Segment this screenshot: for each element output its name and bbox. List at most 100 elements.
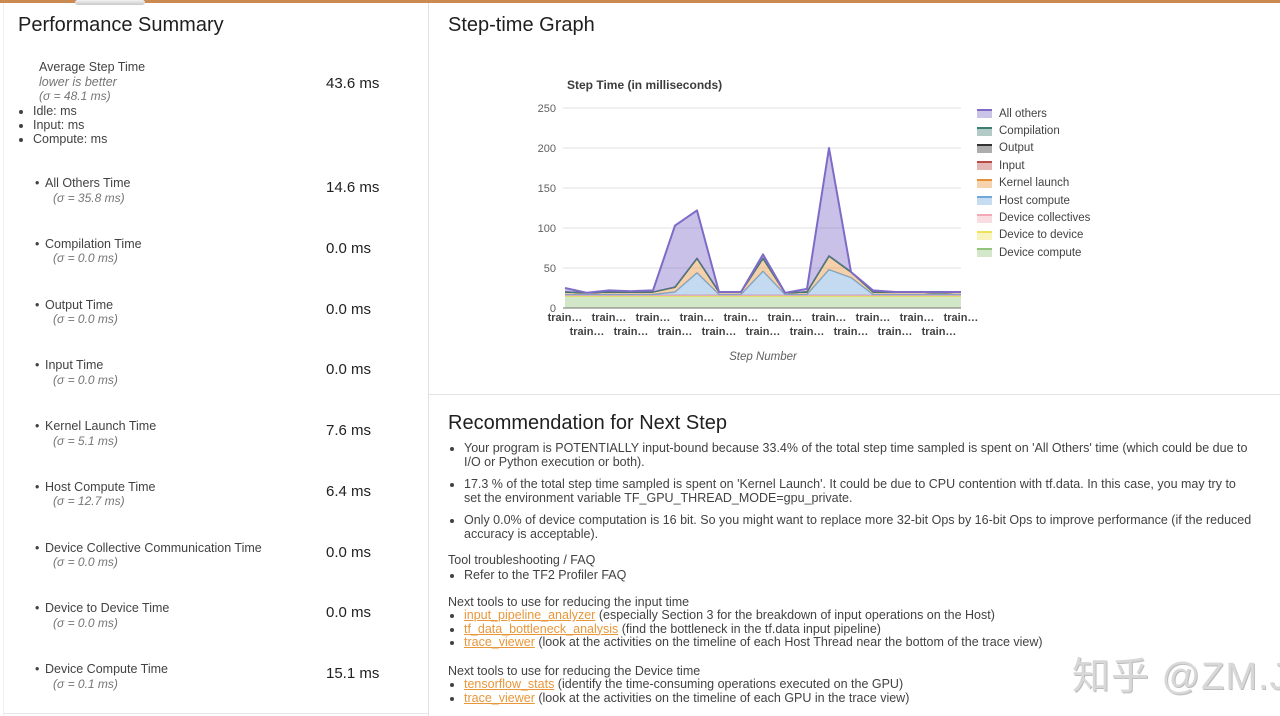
- svg-text:200: 200: [538, 143, 556, 155]
- faq-item: Refer to the TF2 Profiler FAQ: [464, 568, 1254, 582]
- svg-text:train…: train…: [636, 312, 671, 324]
- metric-sigma: (σ = 0.0 ms): [53, 251, 118, 266]
- zhihu-watermark: 知乎 @ZM.J: [1072, 656, 1280, 698]
- average-breakdown-list: Idle: msInput: msCompute: ms: [0, 104, 428, 147]
- legend-entry-all-others: All others: [977, 105, 1090, 122]
- metric-sigma: (σ = 0.0 ms): [53, 372, 118, 387]
- metric-label: Kernel Launch Time: [35, 419, 428, 434]
- svg-text:train…: train…: [702, 326, 737, 338]
- svg-text:150: 150: [538, 183, 556, 195]
- metric-label: Input Time: [35, 358, 428, 373]
- recommendation-bullets: Your program is POTENTIALLY input-bound …: [448, 441, 1254, 541]
- metric-row: Kernel Launch Time(σ = 5.1 ms) 7.6 ms: [0, 419, 428, 449]
- device-tool-desc: (look at the activities on the timeline …: [534, 690, 910, 705]
- metric-value: 0.0 ms: [326, 361, 372, 379]
- chart-legend: All others Compilation Output Input Kernel l…: [977, 105, 1090, 262]
- svg-text:train…: train…: [746, 326, 781, 338]
- input-tool-item: trace_viewer (look at the activities on …: [464, 635, 1254, 650]
- metric-sigma: (σ = 35.8 ms): [53, 190, 125, 205]
- legend-swatch-icon: [977, 126, 992, 136]
- legend-entry-output: Output: [977, 140, 1090, 157]
- average-breakdown-item: Input: ms: [33, 118, 428, 132]
- svg-text:train…: train…: [834, 326, 869, 338]
- metric-value: 6.4 ms: [326, 482, 372, 500]
- tf-data-bottleneck-analysis-link[interactable]: tf_data_bottleneck_analysis: [464, 621, 619, 636]
- svg-text:50: 50: [544, 263, 556, 275]
- input-pipeline-analyzer-link[interactable]: input_pipeline_analyzer: [464, 608, 596, 623]
- faq-list: Refer to the TF2 Profiler FAQ: [448, 568, 1254, 582]
- metric-label: Host Compute Time: [35, 480, 428, 495]
- metric-label: Device to Device Time: [35, 601, 428, 616]
- metric-row: Device Compute Time(σ = 0.1 ms) 15.1 ms: [0, 662, 428, 692]
- device-tool-item: tensorflow_stats (identify the time-cons…: [464, 677, 1254, 692]
- step-time-chart-svg[interactable]: 0 50 100 150 200 250 train… train… train… train… t…: [530, 70, 980, 370]
- input-tool-desc: (look at the activities on the timeline …: [534, 635, 1043, 650]
- metric-label: Compilation Time: [35, 237, 428, 252]
- metric-label: Device Collective Communication Time: [35, 541, 428, 556]
- performance-summary-title: Performance Summary: [18, 14, 224, 36]
- device-tool-item: trace_viewer (look at the activities on …: [464, 690, 1254, 706]
- metric-label: Device Compute Time: [35, 662, 428, 677]
- tensorflow-stats-link[interactable]: tensorflow_stats: [464, 677, 555, 692]
- svg-text:train…: train…: [922, 326, 957, 338]
- metric-sigma: (σ = 12.7 ms): [53, 494, 125, 509]
- average-breakdown-item: Idle: ms: [33, 104, 428, 118]
- legend-entry-kernel-launch: Kernel launch: [977, 175, 1090, 192]
- device-tool-desc: (identify the time-consuming operations …: [554, 677, 904, 692]
- svg-text:train…: train…: [592, 312, 627, 324]
- legend-entry-input: Input: [977, 157, 1090, 174]
- metric-row: Device to Device Time(σ = 0.0 ms) 0.0 ms: [0, 601, 428, 631]
- legend-entry-device-compute: Device compute: [977, 244, 1090, 261]
- metric-row: Compilation Time(σ = 0.0 ms) 0.0 ms: [0, 237, 428, 267]
- average-step-time-sigma: (σ = 48.1 ms): [39, 89, 111, 103]
- svg-text:train…: train…: [724, 312, 759, 324]
- legend-entry-host-compute: Host compute: [977, 192, 1090, 209]
- legend-label: Host compute: [999, 194, 1070, 207]
- legend-entry-device-collectives: Device collectives: [977, 209, 1090, 226]
- legend-swatch-icon: [977, 161, 992, 171]
- legend-label: Compilation: [999, 125, 1060, 138]
- metric-value: 7.6 ms: [326, 422, 372, 439]
- faq-heading: Tool troubleshooting / FAQ: [448, 553, 596, 568]
- svg-text:250: 250: [538, 103, 556, 115]
- step-time-chart[interactable]: 0 50 100 150 200 250 train… train… train… train… t…: [530, 70, 980, 370]
- legend-label: All others: [999, 107, 1047, 120]
- metric-value: 0.0 ms: [326, 543, 372, 561]
- input-tool-desc: (find the bottleneck in the tf.data inpu…: [618, 621, 881, 636]
- legend-label: Device to device: [999, 229, 1084, 242]
- svg-text:train…: train…: [944, 312, 979, 324]
- lower-is-better-note: lower is better: [39, 74, 117, 89]
- legend-swatch-icon: [977, 196, 992, 206]
- device-tools-heading: Next tools to use for reducing the Devic…: [448, 663, 701, 678]
- top-accent-bar: [0, 0, 1280, 3]
- input-tool-desc: (especially Section 3 for the breakdown …: [595, 608, 995, 623]
- trace-viewer-link[interactable]: trace_viewer: [464, 690, 535, 705]
- device-tools-list: tensorflow_stats (identify the time-cons…: [448, 677, 1254, 706]
- average-step-time-block: Average Step Time lower is better (σ = 4…: [0, 60, 428, 147]
- svg-text:train…: train…: [680, 312, 715, 324]
- metric-row: Device Collective Communication Time(σ =…: [0, 541, 428, 571]
- trace-viewer-link[interactable]: trace_viewer: [464, 635, 535, 650]
- legend-swatch-icon: [977, 143, 992, 153]
- svg-text:train…: train…: [878, 326, 913, 338]
- input-tools-list: input_pipeline_analyzer (especially Sect…: [448, 608, 1254, 650]
- legend-swatch-icon: [977, 230, 992, 240]
- svg-text:train…: train…: [900, 312, 935, 324]
- metric-row: Host Compute Time(σ = 12.7 ms) 6.4 ms: [0, 480, 428, 510]
- recommendation-bullet: Only 0.0% of device computation is 16 bi…: [464, 513, 1254, 542]
- recommendation-bullet: 17.3 % of the total step time sampled is…: [464, 477, 1254, 506]
- metric-label: All Others Time: [35, 176, 428, 191]
- pane-divider: [428, 3, 429, 716]
- legend-entry-compilation: Compilation: [977, 122, 1090, 139]
- metric-value: 14.6 ms: [326, 179, 380, 196]
- svg-text:train…: train…: [790, 326, 825, 338]
- horizontal-scrollbar-thumb[interactable]: [75, 0, 145, 5]
- recommendation-title: Recommendation for Next Step: [448, 412, 728, 434]
- metric-label: Output Time: [35, 298, 428, 313]
- metric-sigma: (σ = 0.0 ms): [53, 555, 118, 569]
- svg-text:train…: train…: [812, 312, 847, 324]
- metric-row: Input Time(σ = 0.0 ms) 0.0 ms: [0, 358, 428, 388]
- legend-swatch-icon: [977, 109, 992, 119]
- metric-value: 15.1 ms: [326, 665, 380, 682]
- left-edge-divider: [3, 3, 4, 716]
